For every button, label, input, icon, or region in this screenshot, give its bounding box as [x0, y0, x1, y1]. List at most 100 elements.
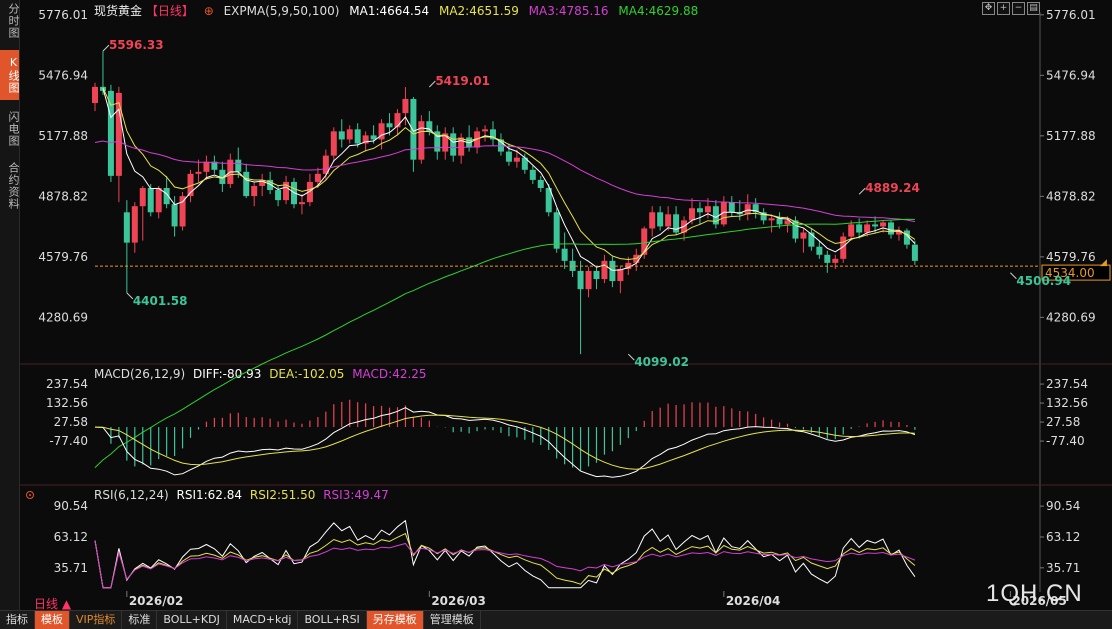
candle-body: [609, 260, 616, 282]
candle-body: [728, 202, 735, 213]
main-ytick-right-2: 5177.88: [1046, 129, 1096, 143]
candle-body: [139, 188, 146, 207]
candle-body: [720, 202, 727, 225]
candle-body: [418, 121, 425, 160]
candle-body: [458, 137, 465, 156]
candle-body: [744, 204, 751, 215]
bottom-tab-1[interactable]: 模板: [35, 611, 70, 629]
candle-body: [585, 270, 592, 290]
candle-body: [434, 131, 441, 152]
main-ytick-right-3: 4878.82: [1046, 189, 1096, 203]
candle-body: [99, 86, 106, 91]
bottom-tab-6[interactable]: BOLL+RSI: [298, 611, 367, 629]
main-ytick-right-1: 5476.94: [1046, 68, 1096, 82]
rsi3-line: [94, 540, 916, 589]
candle-body: [784, 220, 791, 225]
bottom-tab-4[interactable]: BOLL+KDJ: [157, 611, 227, 629]
macd-diff-line: [94, 407, 916, 478]
zoom-out-icon[interactable]: −: [1012, 2, 1025, 15]
macd-dea-line: [94, 414, 915, 470]
ma2-value: MA2:4651.59: [438, 4, 519, 18]
candle-body: [736, 212, 743, 215]
candle-body: [792, 220, 799, 239]
candle-body: [131, 206, 138, 243]
tab-time-sharing[interactable]: 分时图: [7, 3, 20, 39]
candle-body: [513, 157, 520, 162]
annotation-pointer-2: [428, 80, 436, 88]
candle-body: [306, 181, 313, 203]
annotation-3: 4099.02: [634, 355, 689, 369]
candle-body: [689, 208, 695, 221]
xtick-0: 2026/02: [129, 594, 183, 608]
candle-body: [386, 123, 393, 128]
rsi1-value: RSI1:62.84: [176, 488, 243, 502]
macd-ytick-right-0: 237.54: [1046, 377, 1088, 391]
candle-body: [147, 188, 154, 213]
candle-body: [569, 260, 576, 271]
main-ytick-left-1: 5476.94: [38, 68, 88, 82]
candle-body: [617, 268, 624, 282]
macd-ytick-left-3: -77.40: [49, 434, 88, 448]
annotation-pointer-4: [858, 187, 866, 195]
candle-body: [911, 244, 918, 261]
candle-body: [521, 157, 528, 170]
macd-ytick-left-1: 132.56: [46, 396, 88, 410]
bottom-tab-7[interactable]: 另存模板: [366, 611, 424, 629]
zoom-in-icon[interactable]: +: [997, 2, 1010, 15]
candle-body: [370, 135, 377, 140]
candle-body: [577, 270, 584, 290]
candle-body: [338, 131, 345, 140]
bottom-tab-0[interactable]: 指标: [0, 611, 35, 629]
main-ytick-left-2: 5177.88: [38, 129, 88, 143]
rsi-ytick-left-2: 35.71: [54, 561, 88, 575]
move-icon[interactable]: ✥: [982, 2, 995, 15]
candle-body: [163, 188, 170, 205]
rsi-name[interactable]: RSI(6,12,24): [94, 488, 169, 502]
bottom-tab-2[interactable]: VIP指标: [70, 611, 123, 629]
candle-body: [171, 204, 178, 227]
candle-body: [505, 151, 512, 162]
settings-icon[interactable]: ▤: [1027, 2, 1040, 15]
annotation-pointer-5: [1010, 272, 1017, 280]
period-label[interactable]: 日线 ▲: [34, 597, 72, 611]
candle-body: [601, 260, 608, 280]
candle-body: [696, 208, 703, 213]
tab-contract-info[interactable]: 合约资料: [7, 162, 20, 210]
tab-flash-chart[interactable]: 闪电图: [7, 111, 20, 147]
annotation-pointer-3: [627, 353, 635, 361]
candle-body: [712, 206, 719, 225]
candle-body: [864, 224, 871, 233]
candle-body: [633, 254, 640, 263]
ma2-line: [102, 87, 916, 261]
macd-ytick-right-3: -77.40: [1046, 434, 1085, 448]
rsi-ytick-right-0: 90.54: [1046, 499, 1080, 513]
ma1-line: [102, 88, 916, 271]
candle-body: [625, 262, 632, 269]
bottom-tab-3[interactable]: 标准: [122, 611, 158, 629]
bottom-tab-5[interactable]: MACD+kdj: [227, 611, 299, 629]
indicator-name[interactable]: EXPMA(5,9,50,100): [223, 4, 340, 18]
candle-body: [314, 173, 321, 182]
macd-ytick-left-0: 237.54: [46, 377, 88, 391]
rsi-ytick-right-2: 35.71: [1046, 561, 1080, 575]
candle-body: [641, 228, 648, 255]
main-ytick-left-5: 4280.69: [38, 310, 88, 324]
rsi1-line: [94, 519, 916, 589]
candle-body: [243, 171, 250, 197]
rsi-ytick-right-1: 63.12: [1046, 530, 1080, 544]
main-ytick-left-4: 4579.76: [38, 250, 88, 264]
bottom-tab-8[interactable]: 管理模板: [424, 611, 481, 629]
candle-body: [235, 159, 242, 172]
candle-body: [872, 224, 879, 227]
current-price-arrow: ◢: [1100, 258, 1107, 268]
macd-name[interactable]: MACD(26,12,9): [94, 367, 186, 381]
candle-body: [362, 135, 369, 144]
tab-kline[interactable]: K线图: [0, 50, 20, 100]
candle-body: [776, 218, 783, 225]
candle-body: [593, 270, 600, 280]
candle-body: [291, 181, 297, 205]
add-indicator-icon[interactable]: ⊕: [203, 4, 214, 18]
period-badge[interactable]: 【日线】: [145, 4, 194, 18]
candle-body: [880, 222, 887, 227]
candle-body: [195, 171, 202, 174]
